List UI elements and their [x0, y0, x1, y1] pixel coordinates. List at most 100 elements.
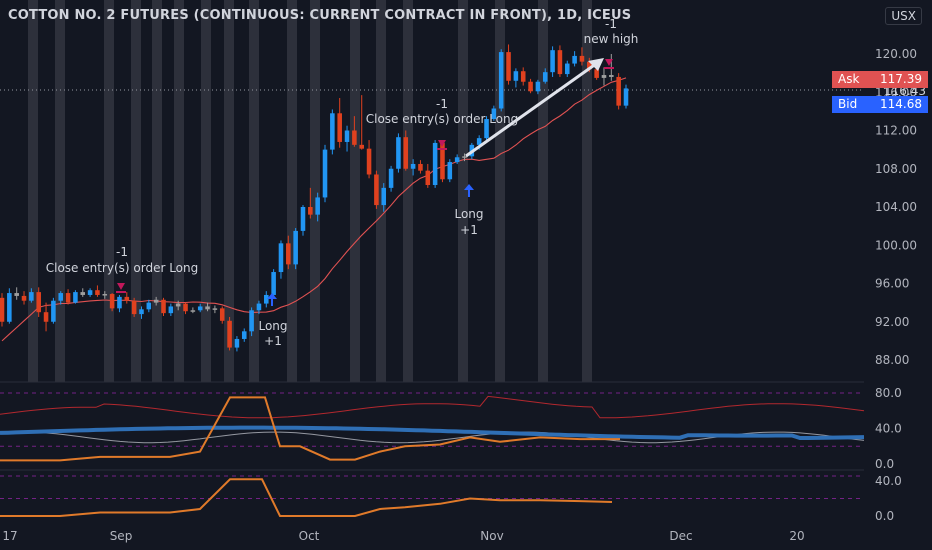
candle [175, 300, 181, 311]
candle [278, 240, 284, 279]
candle-body [564, 63, 570, 75]
candle-body [308, 207, 313, 215]
candle [337, 97, 342, 148]
candle-body [43, 312, 49, 322]
candle [124, 292, 130, 304]
candle [616, 73, 621, 110]
candle [168, 303, 174, 317]
candle-body [322, 149, 328, 198]
candle [29, 288, 34, 303]
candle-body [168, 306, 174, 314]
candle-body [271, 272, 276, 295]
candle [572, 51, 577, 67]
currency-selector[interactable]: USX [885, 7, 922, 25]
candle-body [579, 55, 585, 62]
candle [484, 116, 489, 142]
candle [183, 302, 188, 315]
candle [300, 205, 306, 236]
candle-body [425, 170, 431, 186]
price-tick-label: 100.00 [875, 238, 917, 252]
price-tick-label: 92.00 [875, 315, 909, 329]
candle-body [344, 130, 350, 142]
chart-title: COTTON NO. 2 FUTURES (CONTINUOUS: CURREN… [8, 8, 632, 23]
trend-arrow-line [465, 59, 601, 158]
candle [447, 159, 453, 183]
candle [315, 192, 320, 222]
candle [212, 305, 218, 314]
candle-body [227, 320, 232, 348]
signal-text: Long [258, 319, 287, 333]
candle [322, 144, 328, 203]
candle [65, 289, 71, 305]
candle-body [256, 303, 262, 311]
candle [506, 44, 511, 85]
candle-body [572, 55, 577, 64]
trend-arrow [465, 58, 604, 158]
candle-body [609, 75, 614, 77]
candle [197, 303, 203, 313]
candle-body [601, 75, 607, 78]
signal-qty: -1 [116, 245, 128, 259]
candle [374, 170, 379, 209]
candle [161, 297, 166, 317]
candle-body [403, 137, 409, 169]
candle-body [484, 119, 489, 139]
candle [454, 154, 460, 164]
candle [293, 228, 298, 270]
signal-qty: +1 [460, 223, 478, 237]
price-tick-label: 88.00 [875, 353, 909, 367]
candle [564, 60, 570, 77]
session-band [249, 0, 259, 382]
candle [344, 125, 350, 152]
candle-body [73, 292, 78, 303]
candle-body [542, 72, 548, 82]
candle-body [432, 142, 438, 186]
session-band [538, 0, 548, 382]
candle [440, 140, 445, 183]
candle-body [462, 156, 467, 158]
axis-background [864, 0, 932, 550]
candle-body [219, 308, 225, 321]
candle-body [300, 207, 306, 231]
candle [109, 293, 115, 312]
bid-label: Bid [838, 97, 858, 111]
time-tick-label: Nov [480, 529, 503, 543]
candle-body [557, 50, 563, 75]
candle [462, 153, 467, 162]
candle [498, 49, 504, 112]
candle-body [29, 292, 34, 301]
candle-body [58, 293, 64, 301]
session-band [310, 0, 320, 382]
candle [388, 165, 394, 192]
candle [366, 140, 372, 179]
candle [219, 306, 225, 324]
candle-body [388, 168, 394, 188]
candle-body [286, 243, 291, 265]
ma-line [1, 77, 627, 342]
candle-body [352, 130, 357, 145]
candle-body [528, 81, 533, 92]
candle [102, 291, 108, 299]
candle [0, 293, 5, 327]
exit-arrow [438, 140, 446, 147]
candle-body [447, 162, 453, 180]
signal-text: Close entry(s) order Long [366, 112, 519, 126]
candle [36, 287, 41, 317]
price-axis: 88.00 92.00 96.00 100.00 104.00 108.00 112.00 1… [875, 47, 917, 367]
indicator-tick-label: 0.0 [875, 457, 894, 471]
candle-body [51, 300, 56, 322]
candle-body [418, 163, 423, 171]
moving-average [1, 77, 627, 342]
candle-body [293, 230, 298, 265]
candle [146, 299, 152, 313]
signal-text: Close entry(s) order Long [46, 261, 199, 275]
price-tick-label: 108.00 [875, 162, 917, 176]
candle-body [396, 137, 401, 169]
candle [330, 109, 335, 155]
indicator-tick-label: 0.0 [875, 509, 894, 523]
candle-body [212, 308, 218, 310]
candle-body [330, 113, 335, 150]
candle [264, 291, 269, 308]
